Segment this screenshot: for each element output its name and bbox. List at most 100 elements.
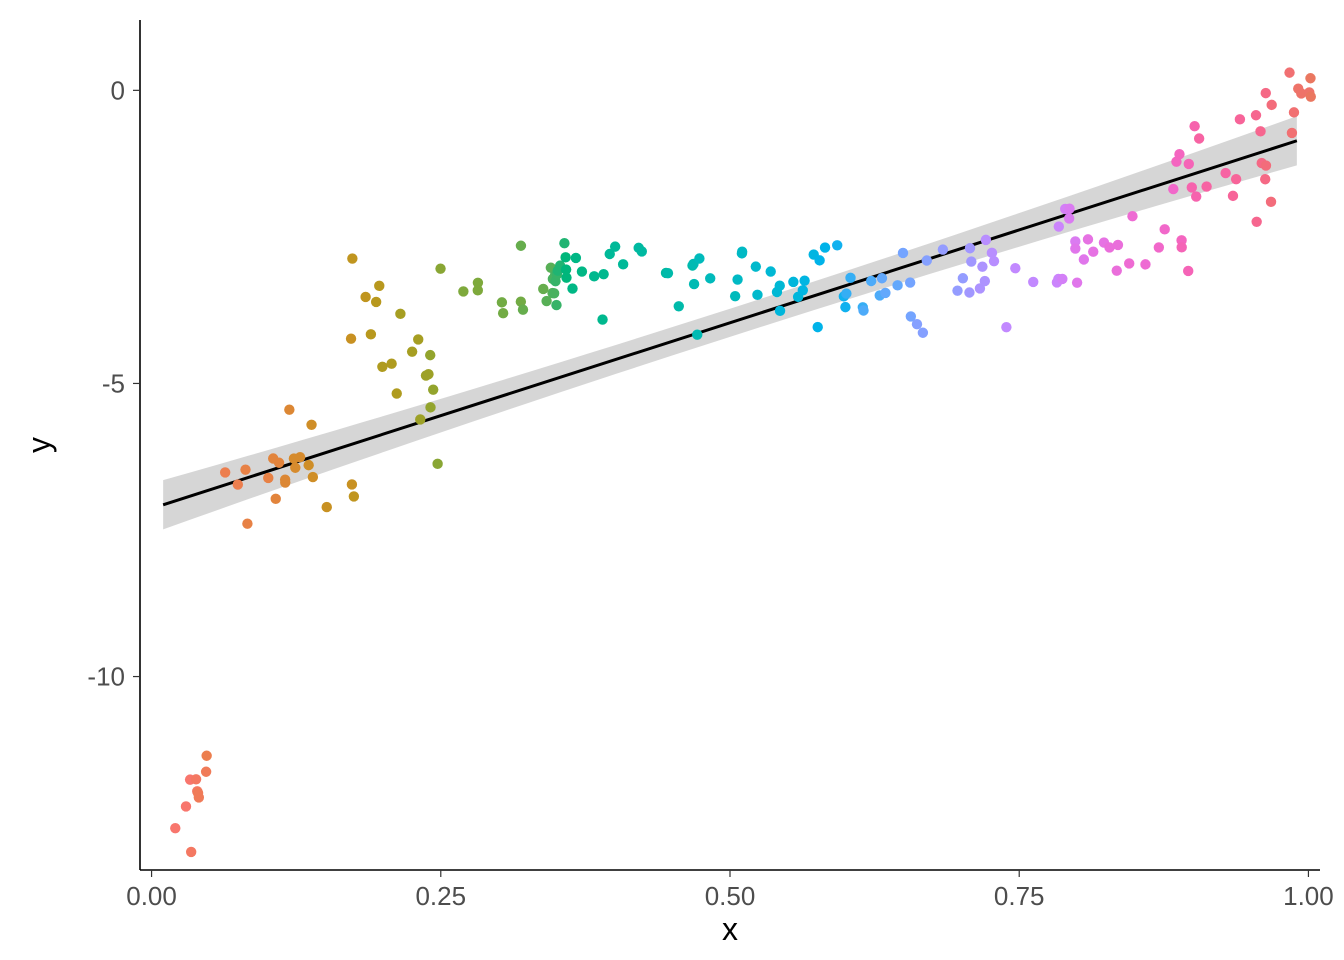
scatter-point [905,277,915,287]
scatter-point [201,751,211,761]
scatter-point [952,285,962,295]
scatter-point [1260,174,1270,184]
scatter-point [1194,133,1204,143]
scatter-point [1189,121,1199,131]
scatter-point [1287,128,1297,138]
scatter-point [1187,182,1197,192]
scatter-chart: 0.000.250.500.751.00-10-50xy [0,0,1344,960]
scatter-point [898,248,908,258]
scatter-point [577,266,587,276]
scatter-point [1183,266,1193,276]
scatter-point [674,301,684,311]
scatter-point [271,494,281,504]
scatter-point [295,452,305,462]
scatter-point [1001,322,1011,332]
x-tick-label: 0.50 [705,881,756,911]
scatter-point [1124,258,1134,268]
scatter-point [242,519,252,529]
scatter-point [1174,149,1184,159]
scatter-point [497,297,507,307]
scatter-point [346,334,356,344]
scatter-point [1127,211,1137,221]
scatter-point [752,290,762,300]
scatter-point [407,346,417,356]
scatter-point [730,291,740,301]
scatter-point [274,458,284,468]
scatter-point [347,253,357,263]
y-tick-label: -10 [87,662,125,692]
scatter-point [966,256,976,266]
scatter-point [395,309,405,319]
scatter-point [538,284,548,294]
scatter-point [965,243,975,253]
scatter-point [964,287,974,297]
scatter-point [775,306,785,316]
scatter-point [1255,126,1265,136]
scatter-point [425,350,435,360]
scatter-point [303,460,313,470]
scatter-point [798,285,808,295]
scatter-point [618,259,628,269]
scatter-point [1054,221,1064,231]
scatter-point [432,459,442,469]
scatter-point [1160,224,1170,234]
scatter-point [788,277,798,287]
x-tick-label: 1.00 [1283,881,1334,911]
scatter-point [814,255,824,265]
x-tick-label: 0.25 [415,881,466,911]
scatter-point [567,283,577,293]
scatter-point [610,241,620,251]
scatter-point [1306,91,1316,101]
scatter-point [284,404,294,414]
scatter-point [181,801,191,811]
scatter-point [981,235,991,245]
scatter-point [1176,242,1186,252]
scatter-point [428,384,438,394]
scatter-point [371,297,381,307]
scatter-point [692,329,702,339]
scatter-point [571,253,581,263]
scatter-point [958,273,968,283]
scatter-point [1070,243,1080,253]
scatter-point [1168,184,1178,194]
scatter-point [413,334,423,344]
scatter-point [977,261,987,271]
scatter-point [589,271,599,281]
scatter-point [1201,181,1211,191]
scatter-point [918,328,928,338]
scatter-point [1113,240,1123,250]
scatter-point [290,463,300,473]
scatter-point [820,242,830,252]
scatter-point [880,288,890,298]
scatter-point [1305,73,1315,83]
scatter-point [813,322,823,332]
scatter-point [194,792,204,802]
x-axis-title: x [722,911,738,947]
scatter-point [1112,265,1122,275]
scatter-point [866,276,876,286]
x-tick-label: 0.75 [994,881,1045,911]
scatter-point [435,263,445,273]
scatter-point [1261,88,1271,98]
scatter-point [1072,277,1082,287]
scatter-point [689,279,699,289]
scatter-point [841,288,851,298]
scatter-point [1289,107,1299,117]
scatter-point [799,276,809,286]
scatter-point [1154,242,1164,252]
scatter-point [392,388,402,398]
scatter-point [845,273,855,283]
scatter-point [1083,234,1093,244]
y-axis-title: y [21,437,57,453]
scatter-point [201,767,211,777]
scatter-point [366,329,376,339]
scatter-point [637,246,647,256]
scatter-point [989,256,999,266]
scatter-point [938,244,948,254]
scatter-point [360,292,370,302]
scatter-point [751,261,761,271]
scatter-point [598,269,608,279]
chart-svg: 0.000.250.500.751.00-10-50xy [0,0,1344,960]
scatter-point [980,276,990,286]
x-tick-label: 0.00 [126,881,177,911]
